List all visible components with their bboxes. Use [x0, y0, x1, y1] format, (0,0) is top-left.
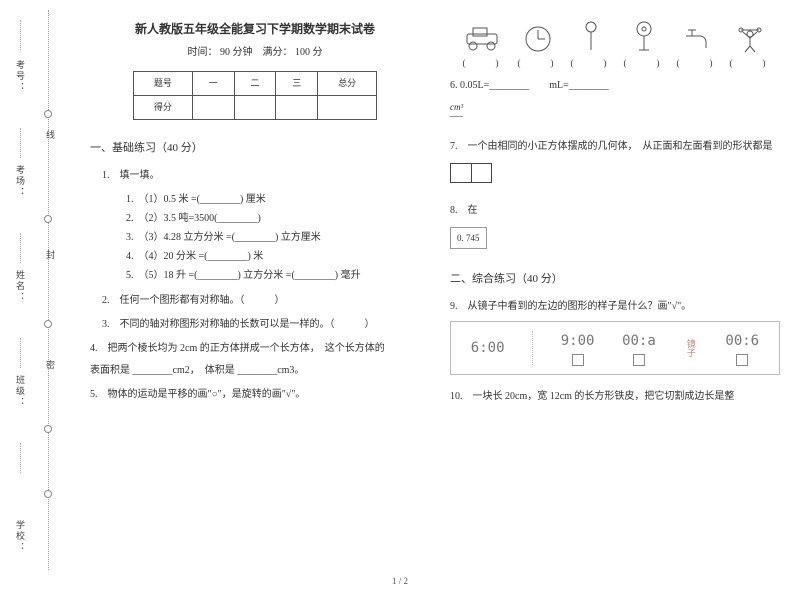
page-number: 1 / 2 [392, 576, 408, 586]
label-line [20, 338, 21, 368]
th-3: 三 [276, 72, 318, 96]
checkbox[interactable] [572, 354, 584, 366]
page-content: 新人教版五年级全能复习下学期数学期末试卷 时间： 90 分钟 满分： 100 分… [90, 20, 780, 560]
clock-4: 00:6 [725, 330, 759, 366]
clock-icon: ( ) [518, 24, 558, 70]
label-line [20, 443, 21, 473]
checkbox[interactable] [633, 354, 645, 366]
q4a: 4. 把两个棱长均为 2cm 的正方体拼成一个长方体， 这个长方体的 [90, 341, 420, 357]
blank-cell [192, 96, 234, 120]
two-square-shape [450, 161, 780, 189]
paren: ( ) [463, 56, 503, 70]
clock-3: 00:a [622, 330, 656, 366]
mirror-clock-row: 6:00 9:00 00:a 镜子 00:6 [450, 321, 780, 375]
perforation-line [48, 10, 49, 570]
paren: ( ) [730, 56, 770, 70]
label-class: 班级： [14, 375, 27, 408]
th-1: 一 [192, 72, 234, 96]
divider [532, 331, 533, 365]
paren: ( ) [624, 56, 664, 70]
q4b: 表面积是 ________cm2， 体积是 ________cm3。 [90, 363, 420, 379]
q10: 10. 一块长 20cm，宽 12cm 的长方形铁皮，把它切割成边长是整 [450, 389, 780, 405]
blank-cell [234, 96, 276, 120]
seal-mi: 密 [44, 360, 57, 371]
exam-title: 新人教版五年级全能复习下学期数学期末试卷 [90, 20, 420, 39]
checkbox[interactable] [736, 354, 748, 366]
punch-hole [44, 110, 52, 118]
q1-2: 2. （2）3.5 吨=3500(________) [126, 209, 420, 228]
box-0745: 0. 745 [450, 227, 487, 249]
q8: 8. 在 [450, 203, 780, 219]
q1-4: 4. （4）20 分米 =(________) 米 [126, 247, 420, 266]
label-line [20, 233, 21, 263]
label-line [20, 128, 21, 158]
q7: 7. 一个由相同的小正方体摆成的几何体， 从正面和左面看到的形状都是 [450, 139, 780, 155]
section1-title: 一、基础练习（40 分） [90, 140, 420, 158]
seal-line: 线 [44, 130, 57, 141]
fan-icon: ( ) [624, 20, 664, 70]
label-room: 考场： [14, 165, 27, 198]
td-score: 得分 [133, 96, 192, 120]
clock-2: 9:00 [561, 330, 595, 366]
right-column: ( ) ( ) ( ) ( ) ( ) ( ) [450, 20, 780, 560]
clock-1: 6:00 [471, 337, 505, 359]
q5-icons: ( ) ( ) ( ) ( ) ( ) ( ) [454, 20, 776, 70]
paren: ( ) [518, 56, 558, 70]
faucet-icon: ( ) [677, 26, 717, 70]
left-column: 新人教版五年级全能复习下学期数学期末试卷 时间： 90 分钟 满分： 100 分… [90, 20, 420, 560]
label-examno: 考号： [14, 60, 27, 93]
th-2: 二 [234, 72, 276, 96]
q2: 2. 任何一个图形都有对称轴。（ ） [102, 293, 420, 309]
binding-sidebar: 考号： 线 考场： 姓名： 封 班级： 密 学校： [0, 0, 70, 592]
q9: 9. 从镜子中看到的左边的图形的样子是什么？画"√"。 [450, 299, 780, 315]
q5: 5. 物体的运动是平移的画"○"，是旋转的画"√"。 [90, 387, 420, 403]
score-table: 题号 一 二 三 总分 得分 [133, 71, 377, 120]
q1: 1. 填一填。 [102, 168, 420, 184]
label-school: 学校： [14, 520, 27, 553]
label-line [20, 20, 21, 50]
blank-cell [276, 96, 318, 120]
clock-time: 00:6 [725, 330, 759, 352]
q6: 6. 0.05L=________ mL=________ [450, 78, 780, 94]
lollipop-icon: ( ) [571, 20, 611, 70]
clock-time: 00:a [622, 330, 656, 352]
car-icon: ( ) [461, 26, 505, 70]
label-name: 姓名： [14, 270, 27, 303]
exam-subtitle: 时间： 90 分钟 满分： 100 分 [90, 45, 420, 61]
clock-time: 6:00 [471, 337, 505, 359]
paren: ( ) [677, 56, 717, 70]
q1-3: 3. （3）4.28 立方分米 =(________) 立方厘米 [126, 228, 420, 247]
clock-time: 9:00 [561, 330, 595, 352]
punch-hole [44, 490, 52, 498]
mirror-label: 镜子 [683, 339, 697, 357]
punch-hole [44, 425, 52, 433]
th-num: 题号 [133, 72, 192, 96]
punch-hole [44, 320, 52, 328]
th-total: 总分 [318, 72, 377, 96]
seal-feng: 封 [44, 250, 57, 261]
blank-cell [318, 96, 377, 120]
q3: 3. 不同的轴对称图形对称轴的长数可以是一样的。（ ） [102, 317, 420, 333]
q1-1: 1. （1）0.5 米 =(________) 厘米 [126, 190, 420, 209]
formula-cm3: cm³ [450, 100, 463, 116]
section2-title: 二、综合练习（40 分） [450, 271, 780, 289]
paren: ( ) [571, 56, 611, 70]
punch-hole [44, 215, 52, 223]
weightlift-icon: ( ) [730, 24, 770, 70]
q1-5: 5. （5）18 升 =(________) 立方分米 =(________) … [126, 266, 420, 285]
